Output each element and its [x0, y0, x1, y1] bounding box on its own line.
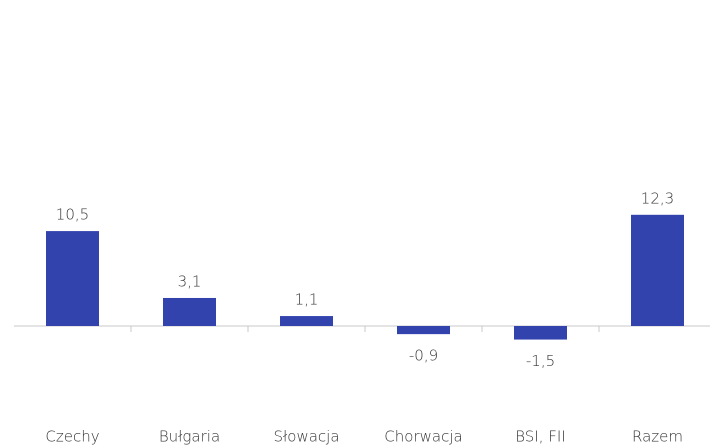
- x-tick-label: Chorwacja: [384, 428, 462, 446]
- data-label: 10,5: [56, 206, 89, 224]
- x-tick-label: Słowacja: [273, 428, 339, 446]
- bar: [631, 214, 684, 326]
- bar: [514, 326, 567, 340]
- x-tick-label: Bułgaria: [159, 428, 220, 446]
- x-tick-label: BSI, FII: [515, 428, 566, 446]
- x-tick-label: Czechy: [45, 428, 99, 446]
- bar: [163, 297, 216, 326]
- data-label: 1,1: [295, 291, 319, 309]
- data-label: 12,3: [641, 189, 674, 207]
- bar: [46, 231, 99, 326]
- bar: [280, 316, 333, 326]
- x-tick-label: Razem: [632, 428, 683, 446]
- data-label: 3,1: [178, 272, 202, 290]
- data-label: -0,9: [409, 347, 438, 365]
- data-label: -1,5: [526, 352, 555, 370]
- bar: [397, 326, 450, 335]
